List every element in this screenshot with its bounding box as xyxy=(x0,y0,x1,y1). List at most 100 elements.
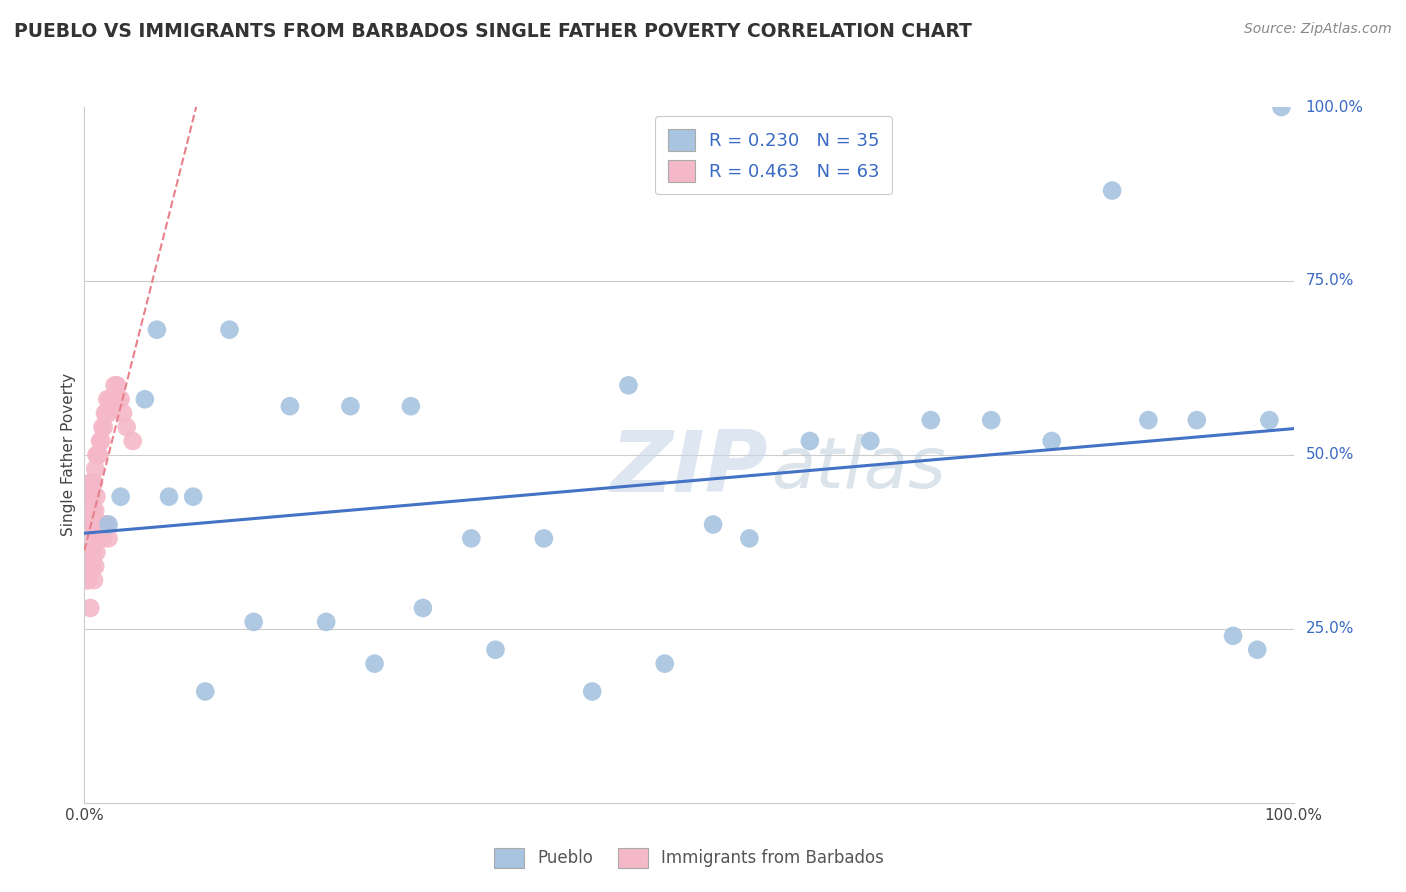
Point xyxy=(1101,184,1123,198)
Point xyxy=(77,490,100,504)
Point xyxy=(87,448,110,462)
Point xyxy=(1246,642,1268,657)
Point xyxy=(80,490,103,504)
Point xyxy=(77,573,100,587)
Point xyxy=(79,532,101,546)
Text: 50.0%: 50.0% xyxy=(1306,448,1354,462)
Point xyxy=(218,323,240,337)
Point xyxy=(84,559,107,574)
Point xyxy=(96,392,118,407)
Point xyxy=(278,399,301,413)
Point xyxy=(79,559,101,574)
Point xyxy=(76,517,98,532)
Point xyxy=(82,475,104,490)
Point xyxy=(91,532,114,546)
Point xyxy=(107,392,129,407)
Point xyxy=(83,573,105,587)
Point xyxy=(702,517,724,532)
Text: 25.0%: 25.0% xyxy=(1306,622,1354,636)
Point xyxy=(1270,100,1292,114)
Point xyxy=(79,517,101,532)
Point xyxy=(86,448,108,462)
Point xyxy=(84,503,107,517)
Point xyxy=(93,420,115,434)
Point xyxy=(94,406,117,420)
Point xyxy=(115,420,138,434)
Point xyxy=(86,545,108,559)
Point xyxy=(460,532,482,546)
Point xyxy=(134,392,156,407)
Point xyxy=(97,532,120,546)
Point xyxy=(79,601,101,615)
Point xyxy=(315,615,337,629)
Point xyxy=(94,517,117,532)
Point xyxy=(94,406,117,420)
Point xyxy=(93,517,115,532)
Point xyxy=(89,517,111,532)
Point xyxy=(920,413,942,427)
Point xyxy=(86,490,108,504)
Point xyxy=(91,420,114,434)
Text: atlas: atlas xyxy=(770,434,945,503)
Point xyxy=(1040,434,1063,448)
Point xyxy=(98,392,121,407)
Point xyxy=(859,434,882,448)
Point xyxy=(533,532,555,546)
Point xyxy=(242,615,264,629)
Point xyxy=(79,475,101,490)
Point xyxy=(82,503,104,517)
Point xyxy=(89,434,111,448)
Point xyxy=(799,434,821,448)
Point xyxy=(654,657,676,671)
Point xyxy=(617,378,640,392)
Point xyxy=(87,532,110,546)
Point xyxy=(146,323,169,337)
Point xyxy=(157,490,180,504)
Point xyxy=(399,399,422,413)
Point xyxy=(103,392,125,407)
Point xyxy=(80,517,103,532)
Legend: Pueblo, Immigrants from Barbados: Pueblo, Immigrants from Barbados xyxy=(484,838,894,878)
Point xyxy=(105,378,128,392)
Point xyxy=(104,378,127,392)
Point xyxy=(581,684,603,698)
Point xyxy=(77,517,100,532)
Point xyxy=(76,545,98,559)
Point xyxy=(1185,413,1208,427)
Point xyxy=(101,392,124,407)
Point xyxy=(738,532,761,546)
Point xyxy=(83,517,105,532)
Text: PUEBLO VS IMMIGRANTS FROM BARBADOS SINGLE FATHER POVERTY CORRELATION CHART: PUEBLO VS IMMIGRANTS FROM BARBADOS SINGL… xyxy=(14,22,972,41)
Point xyxy=(77,490,100,504)
Point xyxy=(112,406,135,420)
Point xyxy=(79,490,101,504)
Point xyxy=(76,490,98,504)
Point xyxy=(110,490,132,504)
Point xyxy=(90,434,112,448)
Point xyxy=(76,573,98,587)
Point xyxy=(80,559,103,574)
Point xyxy=(121,434,143,448)
Point xyxy=(980,413,1002,427)
Text: 75.0%: 75.0% xyxy=(1306,274,1354,288)
Point xyxy=(97,517,120,532)
Point xyxy=(104,392,127,407)
Point xyxy=(96,517,118,532)
Point xyxy=(94,517,117,532)
Point xyxy=(484,642,506,657)
Point xyxy=(82,545,104,559)
Point xyxy=(97,406,120,420)
Point xyxy=(77,517,100,532)
Point xyxy=(412,601,434,615)
Point xyxy=(110,392,132,407)
Text: Source: ZipAtlas.com: Source: ZipAtlas.com xyxy=(1244,22,1392,37)
Point xyxy=(194,684,217,698)
Point xyxy=(86,517,108,532)
Point xyxy=(1137,413,1160,427)
Point xyxy=(181,490,204,504)
Point xyxy=(84,462,107,476)
Point xyxy=(363,657,385,671)
Y-axis label: Single Father Poverty: Single Father Poverty xyxy=(60,374,76,536)
Point xyxy=(83,475,105,490)
Text: 100.0%: 100.0% xyxy=(1306,100,1364,114)
